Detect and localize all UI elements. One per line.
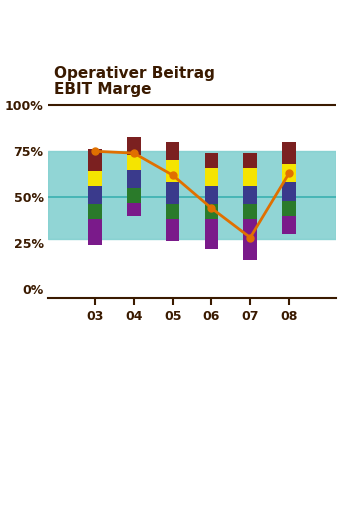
Bar bbox=[166, 160, 180, 182]
Bar bbox=[88, 150, 102, 172]
Bar bbox=[204, 205, 218, 219]
Bar bbox=[204, 186, 218, 205]
Bar bbox=[244, 205, 257, 219]
Bar bbox=[166, 219, 180, 241]
Bar bbox=[127, 203, 140, 215]
Bar bbox=[127, 188, 140, 203]
Bar bbox=[127, 170, 140, 188]
Bar bbox=[166, 182, 180, 205]
Bar bbox=[166, 142, 180, 160]
Bar bbox=[88, 172, 102, 186]
Bar bbox=[204, 153, 218, 168]
Bar bbox=[204, 219, 218, 249]
Bar bbox=[282, 182, 296, 201]
Bar bbox=[282, 215, 296, 234]
Bar bbox=[244, 168, 257, 186]
Bar bbox=[244, 186, 257, 205]
Bar bbox=[282, 164, 296, 182]
Bar bbox=[244, 153, 257, 168]
Bar bbox=[166, 205, 180, 219]
Bar bbox=[88, 186, 102, 205]
Bar bbox=[204, 168, 218, 186]
Bar bbox=[48, 151, 336, 240]
Bar bbox=[88, 205, 102, 219]
Text: EBIT Marge: EBIT Marge bbox=[54, 82, 152, 97]
Bar bbox=[127, 137, 140, 155]
Text: Operativer Beitrag: Operativer Beitrag bbox=[54, 66, 215, 81]
Bar bbox=[282, 142, 296, 164]
Bar bbox=[88, 219, 102, 245]
Bar bbox=[127, 155, 140, 170]
Bar bbox=[244, 219, 257, 260]
Bar bbox=[282, 201, 296, 215]
